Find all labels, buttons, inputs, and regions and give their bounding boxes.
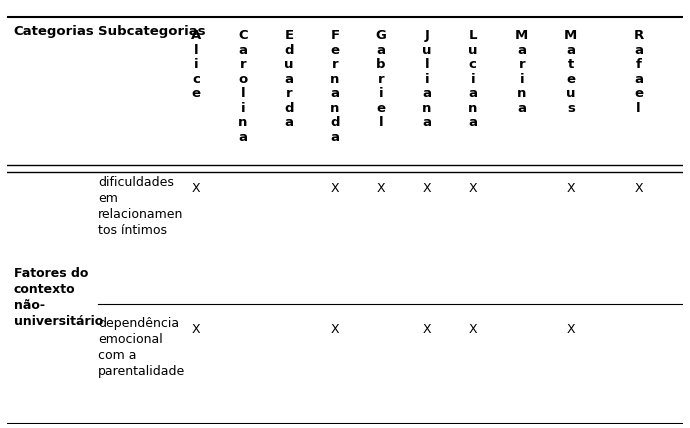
Text: X: X	[469, 323, 477, 336]
Text: dependência
emocional
com a
parentalidade: dependência emocional com a parentalidad…	[98, 317, 186, 378]
Text: G
a
b
r
i
e
l: G a b r i e l	[375, 30, 386, 129]
Text: X: X	[422, 182, 431, 195]
Text: A
l
i
c
e: A l i c e	[191, 30, 201, 101]
Text: X: X	[422, 323, 431, 336]
Text: X: X	[377, 182, 385, 195]
Text: J
u
l
i
a
n
a: J u l i a n a	[422, 30, 431, 129]
Text: X: X	[192, 182, 201, 195]
Text: Categorias: Categorias	[14, 25, 95, 38]
Text: X: X	[566, 182, 575, 195]
Text: Subcategorias: Subcategorias	[98, 25, 206, 38]
Text: C
a
r
o
l
i
n
a: C a r o l i n a	[238, 30, 248, 144]
Text: R
a
f
a
e
l: R a f a e l	[633, 30, 644, 115]
Text: E
d
u
a
r
d
a: E d u a r d a	[284, 30, 294, 129]
Text: X: X	[566, 323, 575, 336]
Text: X: X	[331, 182, 339, 195]
Text: X: X	[469, 182, 477, 195]
Text: F
e
r
n
a
n
d
a: F e r n a n d a	[330, 30, 339, 144]
Text: X: X	[331, 323, 339, 336]
Text: X: X	[192, 323, 201, 336]
Text: L
u
c
i
a
n
a: L u c i a n a	[468, 30, 477, 129]
Text: X: X	[634, 182, 643, 195]
Text: dificuldades
em
relacionamen
tos íntimos: dificuldades em relacionamen tos íntimos	[98, 176, 184, 237]
Text: M
a
r
i
n
a: M a r i n a	[515, 30, 529, 115]
Text: M
a
t
e
u
s: M a t e u s	[564, 30, 578, 115]
Text: Fatores do
contexto
não-
universitário: Fatores do contexto não- universitário	[14, 268, 103, 328]
